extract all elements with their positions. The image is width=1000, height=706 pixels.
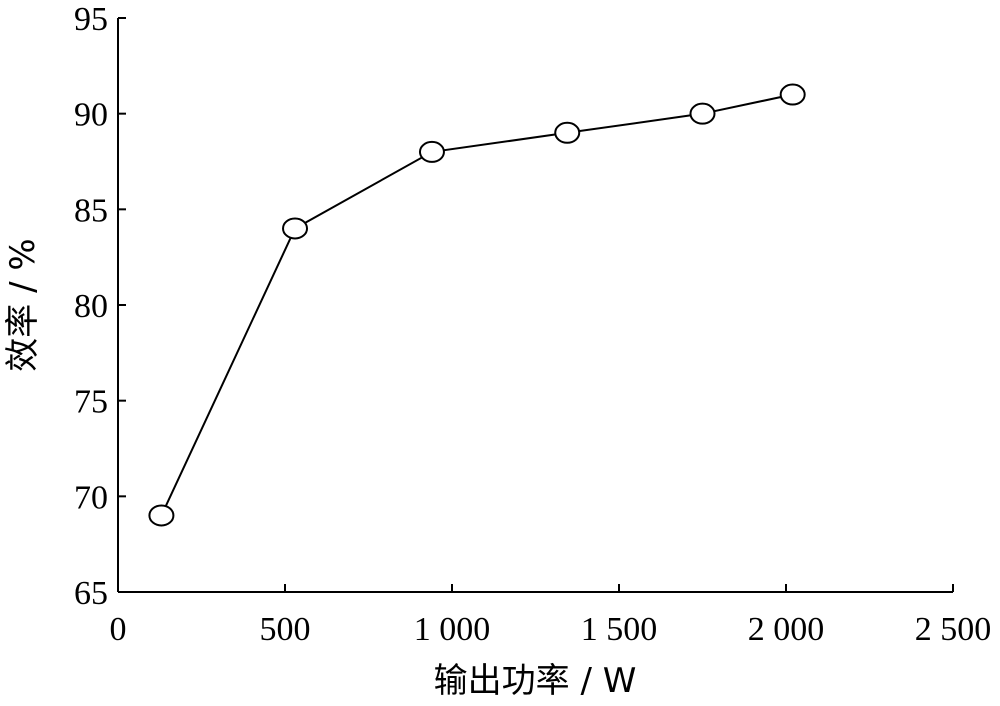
y-tick-label: 85 xyxy=(74,192,108,229)
x-ticks: 0 500 1 000 1 500 2 000 2 500 xyxy=(110,584,992,648)
y-ticks: 65 70 75 80 85 90 95 xyxy=(74,1,126,612)
y-axis-title: 效率 / % xyxy=(3,238,43,371)
axes xyxy=(117,18,953,593)
y-tick-label: 75 xyxy=(74,384,108,421)
y-tick-label: 95 xyxy=(74,1,108,38)
x-tick-label: 1 500 xyxy=(581,611,658,648)
data-point xyxy=(779,83,806,106)
series-line xyxy=(160,93,793,516)
y-tick-label: 80 xyxy=(74,288,108,325)
x-tick-label: 0 xyxy=(110,611,127,648)
data-point xyxy=(554,121,581,144)
y-tick-label: 65 xyxy=(74,575,108,612)
data-point xyxy=(282,217,309,240)
x-tick-label: 2 000 xyxy=(748,611,825,648)
x-tick-label: 2 500 xyxy=(915,611,992,648)
x-tick-label: 500 xyxy=(260,611,311,648)
x-axis-title: 输出功率 / W xyxy=(434,661,637,701)
series-group xyxy=(148,83,806,527)
y-tick-label: 70 xyxy=(74,479,108,516)
data-point xyxy=(689,102,716,125)
x-tick-label: 1 000 xyxy=(414,611,491,648)
y-tick-label: 90 xyxy=(74,97,108,134)
data-point xyxy=(418,140,445,163)
data-point xyxy=(148,504,175,527)
